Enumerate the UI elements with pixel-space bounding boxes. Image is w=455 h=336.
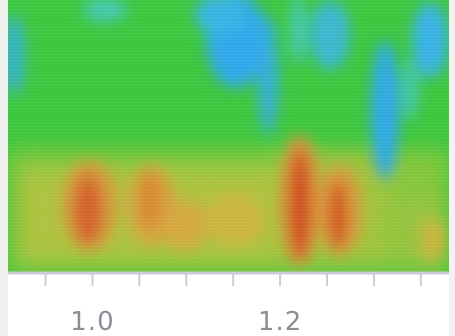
x-tick-label: 1.2 [258,307,302,336]
x-tick-label: 1.0 [70,307,114,336]
x-axis: 1.0 1.2 [8,271,449,336]
right-bezel [449,0,455,336]
left-bezel [0,0,8,336]
heatmap-field [8,0,449,272]
